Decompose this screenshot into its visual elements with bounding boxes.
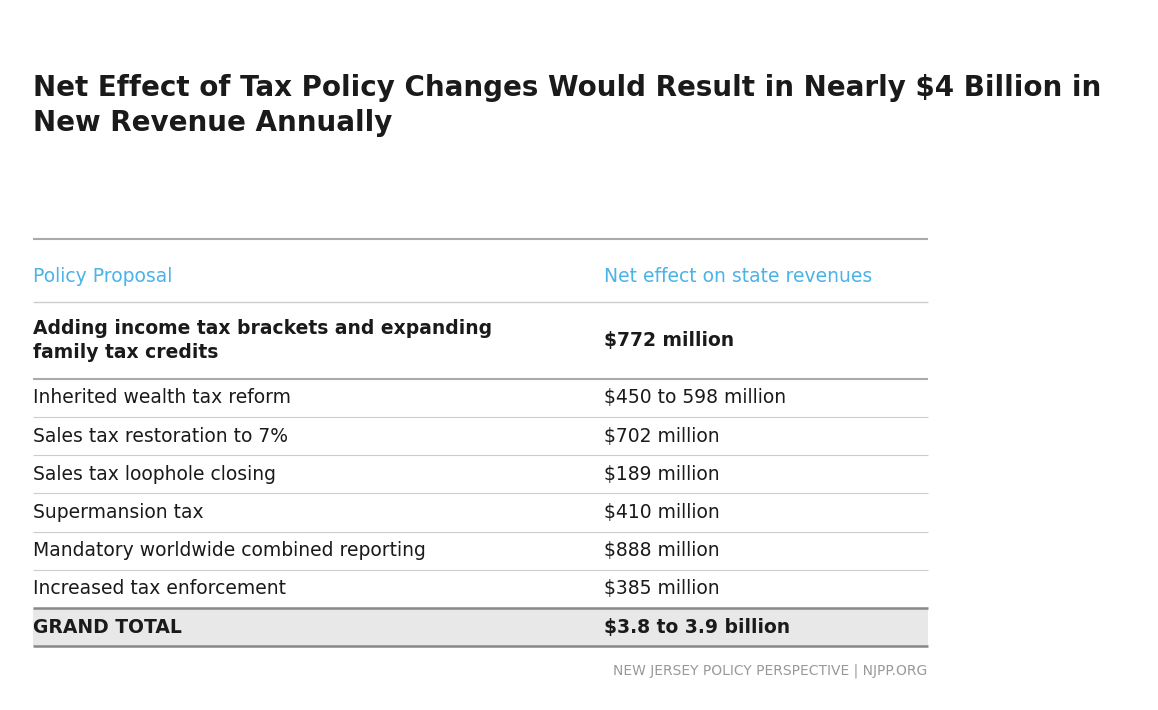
Text: NEW JERSEY POLICY PERSPECTIVE | NJPP.ORG: NEW JERSEY POLICY PERSPECTIVE | NJPP.ORG — [614, 663, 928, 678]
Text: GRAND TOTAL: GRAND TOTAL — [32, 618, 182, 637]
Text: Sales tax restoration to 7%: Sales tax restoration to 7% — [32, 427, 287, 446]
Text: $772 million: $772 million — [603, 331, 734, 350]
Bar — [32, 608, 928, 646]
Text: Inherited wealth tax reform: Inherited wealth tax reform — [32, 388, 291, 408]
Text: $189 million: $189 million — [603, 465, 719, 484]
Text: $888 million: $888 million — [603, 541, 719, 560]
Text: Adding income tax brackets and expanding
family tax credits: Adding income tax brackets and expanding… — [32, 320, 492, 362]
Text: $3.8 to 3.9 billion: $3.8 to 3.9 billion — [603, 618, 790, 637]
Text: Sales tax loophole closing: Sales tax loophole closing — [32, 465, 276, 484]
Text: $385 million: $385 million — [603, 579, 719, 599]
Text: Net Effect of Tax Policy Changes Would Result in Nearly $4 Billion in
New Revenu: Net Effect of Tax Policy Changes Would R… — [32, 75, 1101, 137]
Text: Increased tax enforcement: Increased tax enforcement — [32, 579, 286, 599]
Text: Policy Proposal: Policy Proposal — [32, 267, 173, 286]
Text: Mandatory worldwide combined reporting: Mandatory worldwide combined reporting — [32, 541, 426, 560]
Text: Net effect on state revenues: Net effect on state revenues — [603, 267, 872, 286]
Text: $702 million: $702 million — [603, 427, 719, 446]
Text: Supermansion tax: Supermansion tax — [32, 503, 204, 522]
Text: $410 million: $410 million — [603, 503, 719, 522]
Text: $450 to 598 million: $450 to 598 million — [603, 388, 786, 408]
